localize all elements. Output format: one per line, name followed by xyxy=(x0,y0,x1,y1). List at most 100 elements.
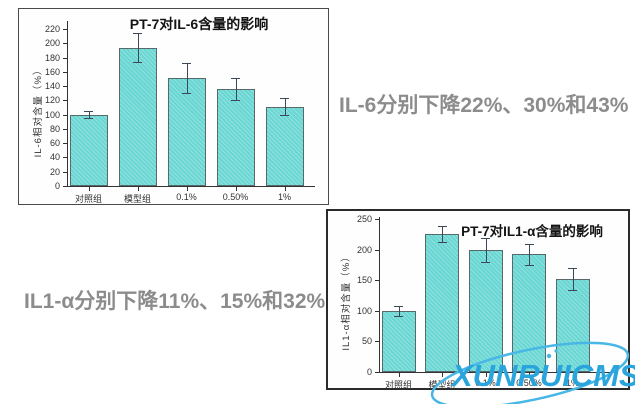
y-tick-label: 100 xyxy=(356,305,372,316)
error-bar xyxy=(485,237,487,263)
il6-chart: PT-7对IL-6含量的影响 IL-6相对含量（%） 0 20 40 60 80 100 1… xyxy=(18,8,329,205)
y-tick-label: 200 xyxy=(44,38,60,49)
y-tick xyxy=(375,219,379,220)
error-bar-cap xyxy=(394,315,403,317)
error-bar-cap xyxy=(437,242,447,244)
il1a-plot-area: 0 50 100 150 200 250 对照组 模型组 0.1% 0.50% 1% xyxy=(328,211,628,390)
x-tick-label: 1% xyxy=(277,192,291,202)
y-tick-label: 0 xyxy=(54,181,60,191)
bar xyxy=(69,114,108,186)
il1a-chart: PT-7对IL1-α含量的影响 IL1-α相对含量（%） 0 50 100 150 20… xyxy=(326,209,630,390)
error-bar-cap xyxy=(84,118,93,120)
error-bar-cap xyxy=(280,115,289,117)
y-tick-label: 80 xyxy=(49,123,60,134)
il6-chart-title: PT-7对IL-6含量的影响 xyxy=(129,16,269,32)
y-tick-label: 100 xyxy=(44,109,60,120)
y-tick xyxy=(63,57,67,59)
y-tick xyxy=(375,280,379,282)
y-tick xyxy=(375,341,379,343)
x-tick xyxy=(442,373,443,377)
x-tick xyxy=(284,187,286,191)
y-axis xyxy=(379,217,380,373)
il1a-chart-title: PT-7对IL1-α含量的影响 xyxy=(461,224,603,239)
y-tick-label: 120 xyxy=(44,95,60,106)
x-tick-label: 模型组 xyxy=(123,194,151,204)
error-bar-cap xyxy=(568,289,577,291)
x-tick xyxy=(186,187,188,191)
error-bar xyxy=(442,226,443,243)
watermark-swoosh-icon xyxy=(430,341,630,404)
y-tick xyxy=(63,114,67,116)
x-axis xyxy=(379,372,618,373)
error-bar-cap xyxy=(481,237,490,239)
y-tick xyxy=(63,86,67,88)
error-bar-cap xyxy=(231,78,240,80)
y-tick-label: 150 xyxy=(356,275,372,286)
error-bar-cap xyxy=(133,61,142,63)
x-tick-label: 对照组 xyxy=(74,194,102,204)
error-bar xyxy=(572,267,574,290)
error-bar-cap xyxy=(182,62,191,64)
x-tick xyxy=(137,187,139,191)
x-tick-label: 1% xyxy=(565,378,579,388)
error-bar xyxy=(186,62,188,93)
y-tick xyxy=(63,71,67,73)
error-bar-cap xyxy=(524,264,534,266)
y-tick-label: 0 xyxy=(366,367,372,377)
bar xyxy=(216,88,255,186)
x-axis xyxy=(67,186,315,187)
y-tick xyxy=(63,29,67,30)
y-tick-label: 40 xyxy=(49,152,60,163)
y-tick-label: 20 xyxy=(49,166,60,177)
bar xyxy=(167,77,206,186)
y-tick xyxy=(375,310,379,312)
error-bar-cap xyxy=(231,99,240,101)
y-tick-label: 60 xyxy=(49,138,60,149)
bar xyxy=(381,310,416,372)
error-bar-cap xyxy=(133,33,142,35)
bar xyxy=(265,106,304,186)
error-bar-cap xyxy=(394,305,403,307)
y-tick xyxy=(63,171,67,173)
y-tick xyxy=(63,43,67,45)
y-tick xyxy=(63,157,67,159)
error-bar xyxy=(284,98,286,116)
y-tick-label: 200 xyxy=(356,244,372,255)
y-tick-label: 250 xyxy=(356,214,372,224)
x-tick-label: 0.50% xyxy=(222,192,249,202)
watermark: XUNRUICMS xyxy=(415,332,635,404)
error-bar-cap xyxy=(280,98,289,100)
x-tick-label: 0.1% xyxy=(475,378,496,388)
x-tick xyxy=(572,373,574,377)
error-bar-cap xyxy=(568,267,577,269)
y-tick-label: 220 xyxy=(44,24,60,34)
error-bar xyxy=(398,305,400,316)
error-bar-cap xyxy=(437,226,447,228)
x-tick-label: 对照组 xyxy=(384,380,412,390)
y-tick xyxy=(63,186,67,187)
x-tick-label: 0.50% xyxy=(516,378,542,388)
error-bar xyxy=(88,111,90,119)
error-bar xyxy=(137,33,139,62)
bar xyxy=(425,234,459,372)
y-tick-label: 140 xyxy=(44,81,60,92)
error-bar-cap xyxy=(524,244,534,246)
error-bar xyxy=(529,244,530,265)
y-tick-label: 180 xyxy=(44,52,60,63)
y-tick xyxy=(375,249,379,251)
x-tick xyxy=(485,373,487,377)
bar xyxy=(555,278,590,372)
error-bar-cap xyxy=(182,92,191,94)
il6-caption: IL-6分别下降22%、30%和43% xyxy=(339,94,629,117)
error-bar-cap xyxy=(84,111,93,113)
watermark-text: XUNRUICMS xyxy=(452,358,635,393)
y-tick-label: 50 xyxy=(361,336,372,347)
y-tick xyxy=(63,143,67,145)
y-tick xyxy=(375,372,379,373)
y-tick xyxy=(63,100,67,102)
x-tick xyxy=(398,373,400,377)
bar xyxy=(118,47,157,186)
il6-plot-area: 0 20 40 60 80 100 120 140 160 180 200 220 对照组 模型组 0.1%… xyxy=(19,9,328,204)
error-bar-cap xyxy=(481,262,490,264)
